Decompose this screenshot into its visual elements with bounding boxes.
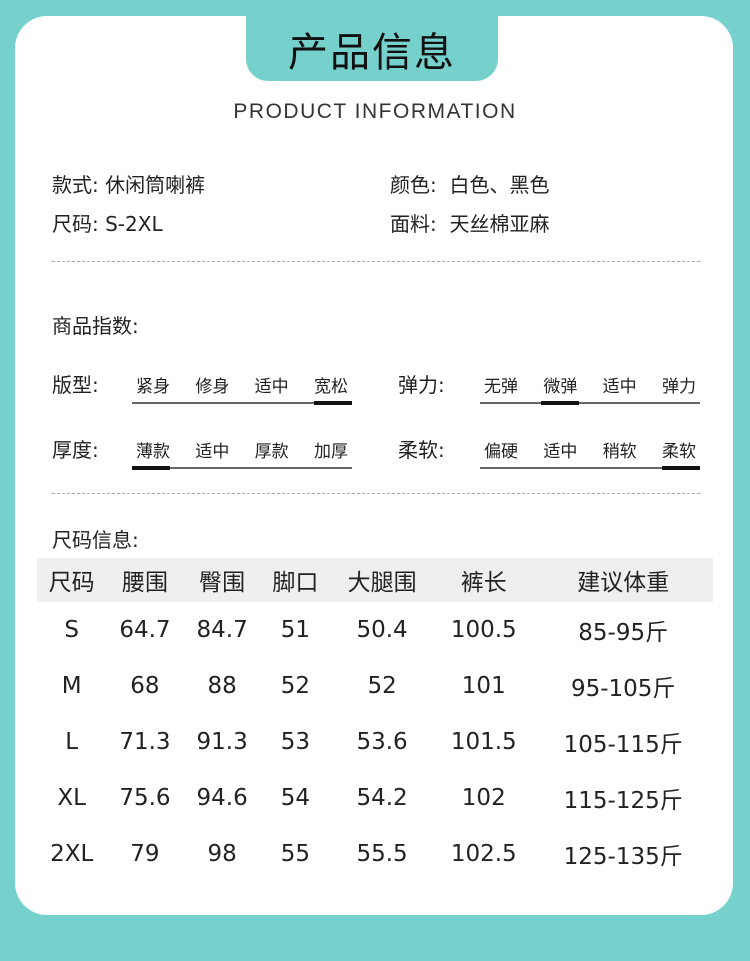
divider [52,261,700,262]
table-cell: 100.5 [450,617,517,643]
index-option: 薄款 [136,442,170,462]
column-header: 腰围 [106,558,184,602]
table-cell: XL [57,785,86,811]
table-cell: 54 [280,785,311,811]
table-row: 2XL 79 98 55 55.5 102.5 125-135斤 [37,826,713,882]
scale-line [480,402,700,404]
table-cell: 68 [130,673,160,699]
table-cell: 51 [280,617,311,643]
page-subtitle: PRODUCT INFORMATION [233,100,517,123]
spec-size: 尺码: S-2XL [52,212,163,236]
index-option: 柔软 [661,442,696,462]
table-cell: 101 [461,673,506,699]
index-option: 适中 [254,377,289,397]
index-option: 紧身 [136,377,170,397]
table-cell: 91.3 [196,729,248,755]
column-header: 尺码 [37,558,107,602]
scale-marker [540,401,579,405]
table-cell: 94.6 [196,785,248,811]
scale-marker [314,401,352,405]
size-title: 尺码信息: [52,528,139,552]
table-cell: S [64,617,79,643]
scale-marker [132,466,170,470]
divider [52,493,700,494]
table-cell: 101.5 [450,729,517,755]
index-option: 厚款 [254,442,289,462]
index-scale: 偏硬 适中 稍软 柔软 [480,437,700,470]
index-option: 修身 [195,377,230,397]
table-cell: 85-95斤 [578,620,669,646]
column-header: 大腿围 [330,558,435,602]
spec-color: 颜色: 白色、黑色 [390,173,550,197]
table-cell: 115-125斤 [563,788,683,814]
table-cell: 53 [280,729,311,755]
table-row: M 68 88 52 52 101 95-105斤 [37,658,713,714]
info-card [15,16,733,915]
scale-marker [662,466,700,470]
table-cell: 102 [461,785,506,811]
scale-line [480,467,700,469]
column-header: 裤长 [434,558,534,602]
column-header: 臀围 [183,558,261,602]
table-cell: 2XL [50,841,94,867]
table-cell: 84.7 [196,617,248,643]
table-row: S 64.7 84.7 51 50.4 100.5 85-95斤 [37,602,713,658]
table-cell: L [65,729,79,755]
table-cell: 54.2 [356,785,408,811]
spec-fabric: 面料: 天丝棉亚麻 [390,212,550,236]
table-cell: 105-115斤 [563,732,683,758]
index-option: 稍软 [602,442,637,462]
spec-style: 款式: 休闲筒喇裤 [52,173,206,197]
table-row: L 71.3 91.3 53 53.6 101.5 105-115斤 [37,714,713,770]
index-option: 加厚 [313,442,348,462]
index-scale: 无弹 微弹 适中 弹力 [480,372,700,405]
table-cell: 98 [207,841,237,867]
index-label: 厚度: [52,438,99,462]
index-option: 无弹 [484,377,518,397]
table-cell: 52 [280,673,311,699]
index-option: 偏硬 [484,442,518,462]
index-title: 商品指数: [52,314,139,338]
table-cell: 95-105斤 [570,676,676,702]
index-scale: 薄款 适中 厚款 加厚 [132,437,352,470]
index-option: 弹力 [661,377,696,397]
index-option: 微弹 [543,377,578,397]
column-header: 建议体重 [533,558,713,602]
column-header: 脚口 [260,558,331,602]
table-cell: 79 [130,841,160,867]
table-cell: 52 [367,673,397,699]
table-row: XL 75.6 94.6 54 54.2 102 115-125斤 [37,770,713,826]
table-cell: 55 [280,841,311,867]
table-cell: 125-135斤 [563,844,683,870]
index-option: 宽松 [313,377,348,397]
index-label: 弹力: [398,373,445,397]
table-cell: 50.4 [356,617,408,643]
table-cell: 55.5 [356,841,408,867]
scale-line [132,467,352,469]
index-label: 版型: [52,373,99,397]
table-cell: 64.7 [119,617,171,643]
page-title: 产品信息 [246,16,498,81]
table-cell: 53.6 [356,729,408,755]
index-option: 适中 [543,442,578,462]
table-cell: 75.6 [119,785,171,811]
index-label: 柔软: [398,438,445,462]
size-table: 尺码 腰围 臀围 脚口 大腿围 裤长 建议体重 S 64.7 84.7 51 50.4 100.5 85… [37,558,713,882]
table-cell: M [61,673,82,699]
scale-line [132,402,352,404]
table-cell: 71.3 [119,729,171,755]
table-cell: 102.5 [450,841,517,867]
table-cell: 88 [207,673,237,699]
index-option: 适中 [602,377,637,397]
index-option: 适中 [195,442,230,462]
index-scale: 紧身 修身 适中 宽松 [132,372,352,405]
